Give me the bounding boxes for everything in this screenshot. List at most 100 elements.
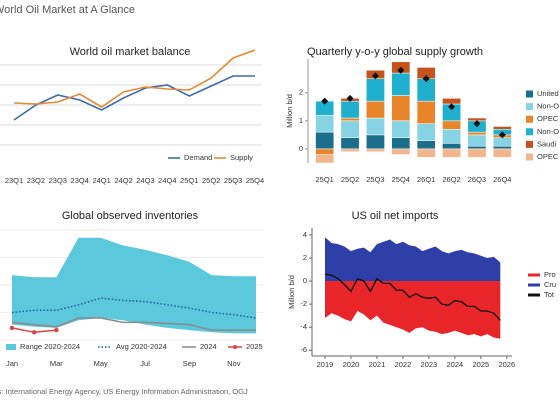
x-tick-label: 24Q2 <box>114 176 132 185</box>
legend-swatch <box>6 344 16 350</box>
x-tick-label: 25Q4 <box>246 176 264 185</box>
legend-swatch <box>526 103 533 111</box>
total-marker <box>422 75 430 83</box>
legend-swatch <box>528 293 540 297</box>
x-tick-label: 2024 <box>447 360 464 369</box>
data-point <box>9 325 15 331</box>
bar-segment <box>366 134 385 150</box>
x-tick-label: Jan <box>6 359 18 368</box>
bar-segment <box>442 148 461 158</box>
x-tick-label: 2022 <box>395 360 412 369</box>
bar-segment <box>315 154 335 164</box>
legend-swatch <box>526 115 533 123</box>
y-tick-label: -6 <box>300 345 307 354</box>
bar-segment <box>467 145 487 150</box>
legend-label: Demand <box>184 153 212 162</box>
x-tick-label: 24Q3 <box>136 176 154 185</box>
y-tick-label: 0 <box>299 144 303 153</box>
y-tick-label: 4 <box>303 230 307 239</box>
total-marker <box>346 94 354 102</box>
bar-segment <box>340 117 360 122</box>
bar-segment <box>416 123 436 141</box>
bar-segment <box>366 100 385 119</box>
bar-segment <box>492 137 512 147</box>
bar-segment <box>315 131 335 150</box>
legend-swatch <box>526 90 533 98</box>
y-tick-label: 2 <box>303 253 307 262</box>
x-tick-label: 23Q2 <box>27 176 45 185</box>
legend-swatch <box>526 153 533 161</box>
bar-segment <box>416 148 436 158</box>
y-axis-label: Million b/d <box>285 94 294 128</box>
bar-segment <box>315 114 335 133</box>
x-tick-label: 2020 <box>343 360 360 369</box>
legend-label: Tot <box>544 290 555 299</box>
bar-segment <box>340 137 360 150</box>
x-tick-label: 25Q2 <box>341 175 359 184</box>
x-tick-label: 2019 <box>317 360 334 369</box>
x-tick-label: 26Q2 <box>442 175 460 184</box>
data-point <box>31 330 37 335</box>
bar-segment <box>416 140 436 150</box>
bar-segment <box>442 129 461 144</box>
y-tick-label: -2 <box>300 299 307 308</box>
bar-segment <box>366 117 385 136</box>
bar-segment <box>442 143 461 150</box>
x-tick-label: May <box>94 359 108 368</box>
bar-segment <box>391 137 411 150</box>
legend-label: Supply <box>230 153 253 162</box>
bar-segment <box>391 148 411 155</box>
legend-label: Non-O <box>537 127 559 136</box>
legend-swatch <box>528 283 540 287</box>
y-tick-label: -4 <box>300 322 307 331</box>
x-tick-label: 26Q4 <box>493 175 511 184</box>
bar-segment <box>492 145 512 150</box>
bar-segment <box>442 120 461 130</box>
x-tick-label: 2023 <box>421 360 438 369</box>
x-tick-label: 23Q4 <box>71 176 89 185</box>
bar-segment <box>315 148 335 155</box>
legend-swatch <box>528 273 540 277</box>
page-title: World Oil Market at A Glance <box>0 4 135 16</box>
legend-swatch <box>233 345 237 349</box>
x-tick-label: 23Q3 <box>49 176 67 185</box>
chart-title: US oil net imports <box>352 210 439 222</box>
legend-label: Saudi <box>537 139 557 148</box>
bar-segment <box>442 98 461 105</box>
total-marker <box>397 66 405 74</box>
x-tick-label: 26Q1 <box>417 175 435 184</box>
range-band <box>12 237 256 334</box>
bar-segment <box>467 134 487 147</box>
x-tick-label: 25Q4 <box>392 175 410 184</box>
y-tick-label: 0 <box>303 276 307 285</box>
chart-title: World oil market balance <box>70 46 191 58</box>
line-series <box>13 75 255 121</box>
x-tick-label: Jul <box>140 359 150 368</box>
bar-segment <box>492 148 512 158</box>
legend-label: OPEC <box>537 152 559 161</box>
line-series <box>13 49 256 108</box>
chart-title: Quarterly y-o-y global supply growth <box>307 46 483 58</box>
total-marker <box>371 72 379 80</box>
x-tick-label: Mar <box>50 359 63 368</box>
bar-segment <box>467 148 487 158</box>
legend-label: United <box>537 89 559 98</box>
x-tick-label: 2025 <box>472 360 489 369</box>
bar-segment <box>340 100 360 119</box>
x-tick-label: 25Q1 <box>180 176 198 185</box>
x-tick-label: 24Q4 <box>158 176 176 185</box>
legend-label: Avg 2020-2024 <box>116 342 167 351</box>
legend-label: Range 2020-2024 <box>20 342 80 351</box>
x-tick-label: Nov <box>227 359 241 368</box>
bar-segment <box>416 100 436 124</box>
legend-swatch <box>526 140 533 148</box>
total-marker <box>321 97 329 105</box>
bar-segment <box>467 131 487 136</box>
x-tick-label: 25Q1 <box>316 175 334 184</box>
bar-segment <box>340 120 360 138</box>
total-marker <box>448 103 456 111</box>
chart-title: Global observed inventories <box>62 210 199 222</box>
x-tick-label: 2021 <box>369 360 386 369</box>
x-tick-label: 25Q2 <box>202 176 220 185</box>
